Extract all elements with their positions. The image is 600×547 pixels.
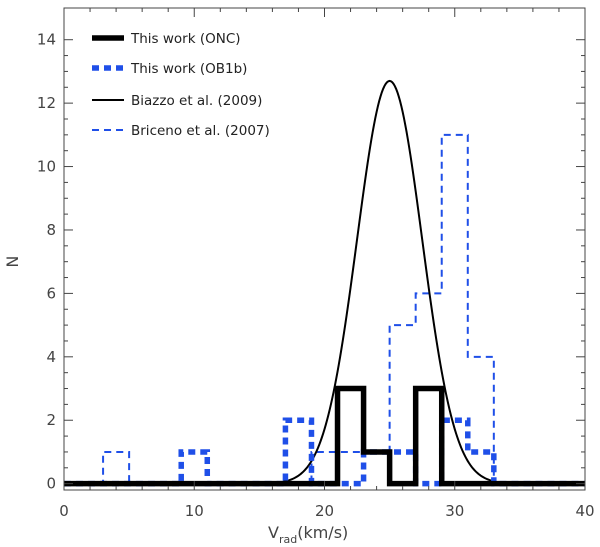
y-tick-label: 12 — [37, 94, 56, 112]
x-axis-label-subscript: rad — [279, 533, 297, 546]
legend-label-2: This work (OB1b) — [130, 61, 247, 77]
legend-label-3: Biazzo et al. (2009) — [131, 93, 262, 109]
ticks-layer — [63, 8, 586, 490]
y-tick-label: 2 — [46, 411, 56, 429]
y-axis-label: N — [3, 256, 22, 268]
labels-layer: 0 10 20 30 40 0 2 4 6 8 10 12 14 — [37, 31, 595, 520]
legend-label-4: Briceno et al. (2007) — [131, 123, 270, 139]
series-line-1 — [64, 385, 585, 487]
x-tick-label: 10 — [185, 502, 204, 520]
y-tick-label: 8 — [46, 221, 56, 239]
legend-label-1: This work (ONC) — [130, 31, 241, 47]
y-tick-label: 4 — [46, 348, 56, 366]
y-tick-label: 10 — [37, 158, 56, 176]
legend: This work (ONC) This work (OB1b) Biazzo et… — [92, 31, 270, 139]
x-axis-label-main: V — [268, 523, 279, 542]
series-line-2 — [64, 417, 585, 487]
x-tick-label: 40 — [575, 502, 594, 520]
y-tick-label: 14 — [37, 31, 56, 49]
x-tick-label: 30 — [445, 502, 464, 520]
x-tick-label: 20 — [315, 502, 334, 520]
y-tick-label: 0 — [46, 475, 56, 493]
series-layer — [64, 79, 585, 487]
y-tick-label: 6 — [46, 284, 56, 302]
x-axis-label: Vrad(km/s) — [268, 523, 348, 546]
x-tick-label: 0 — [59, 502, 69, 520]
x-axis-label-unit: (km/s) — [297, 523, 348, 542]
